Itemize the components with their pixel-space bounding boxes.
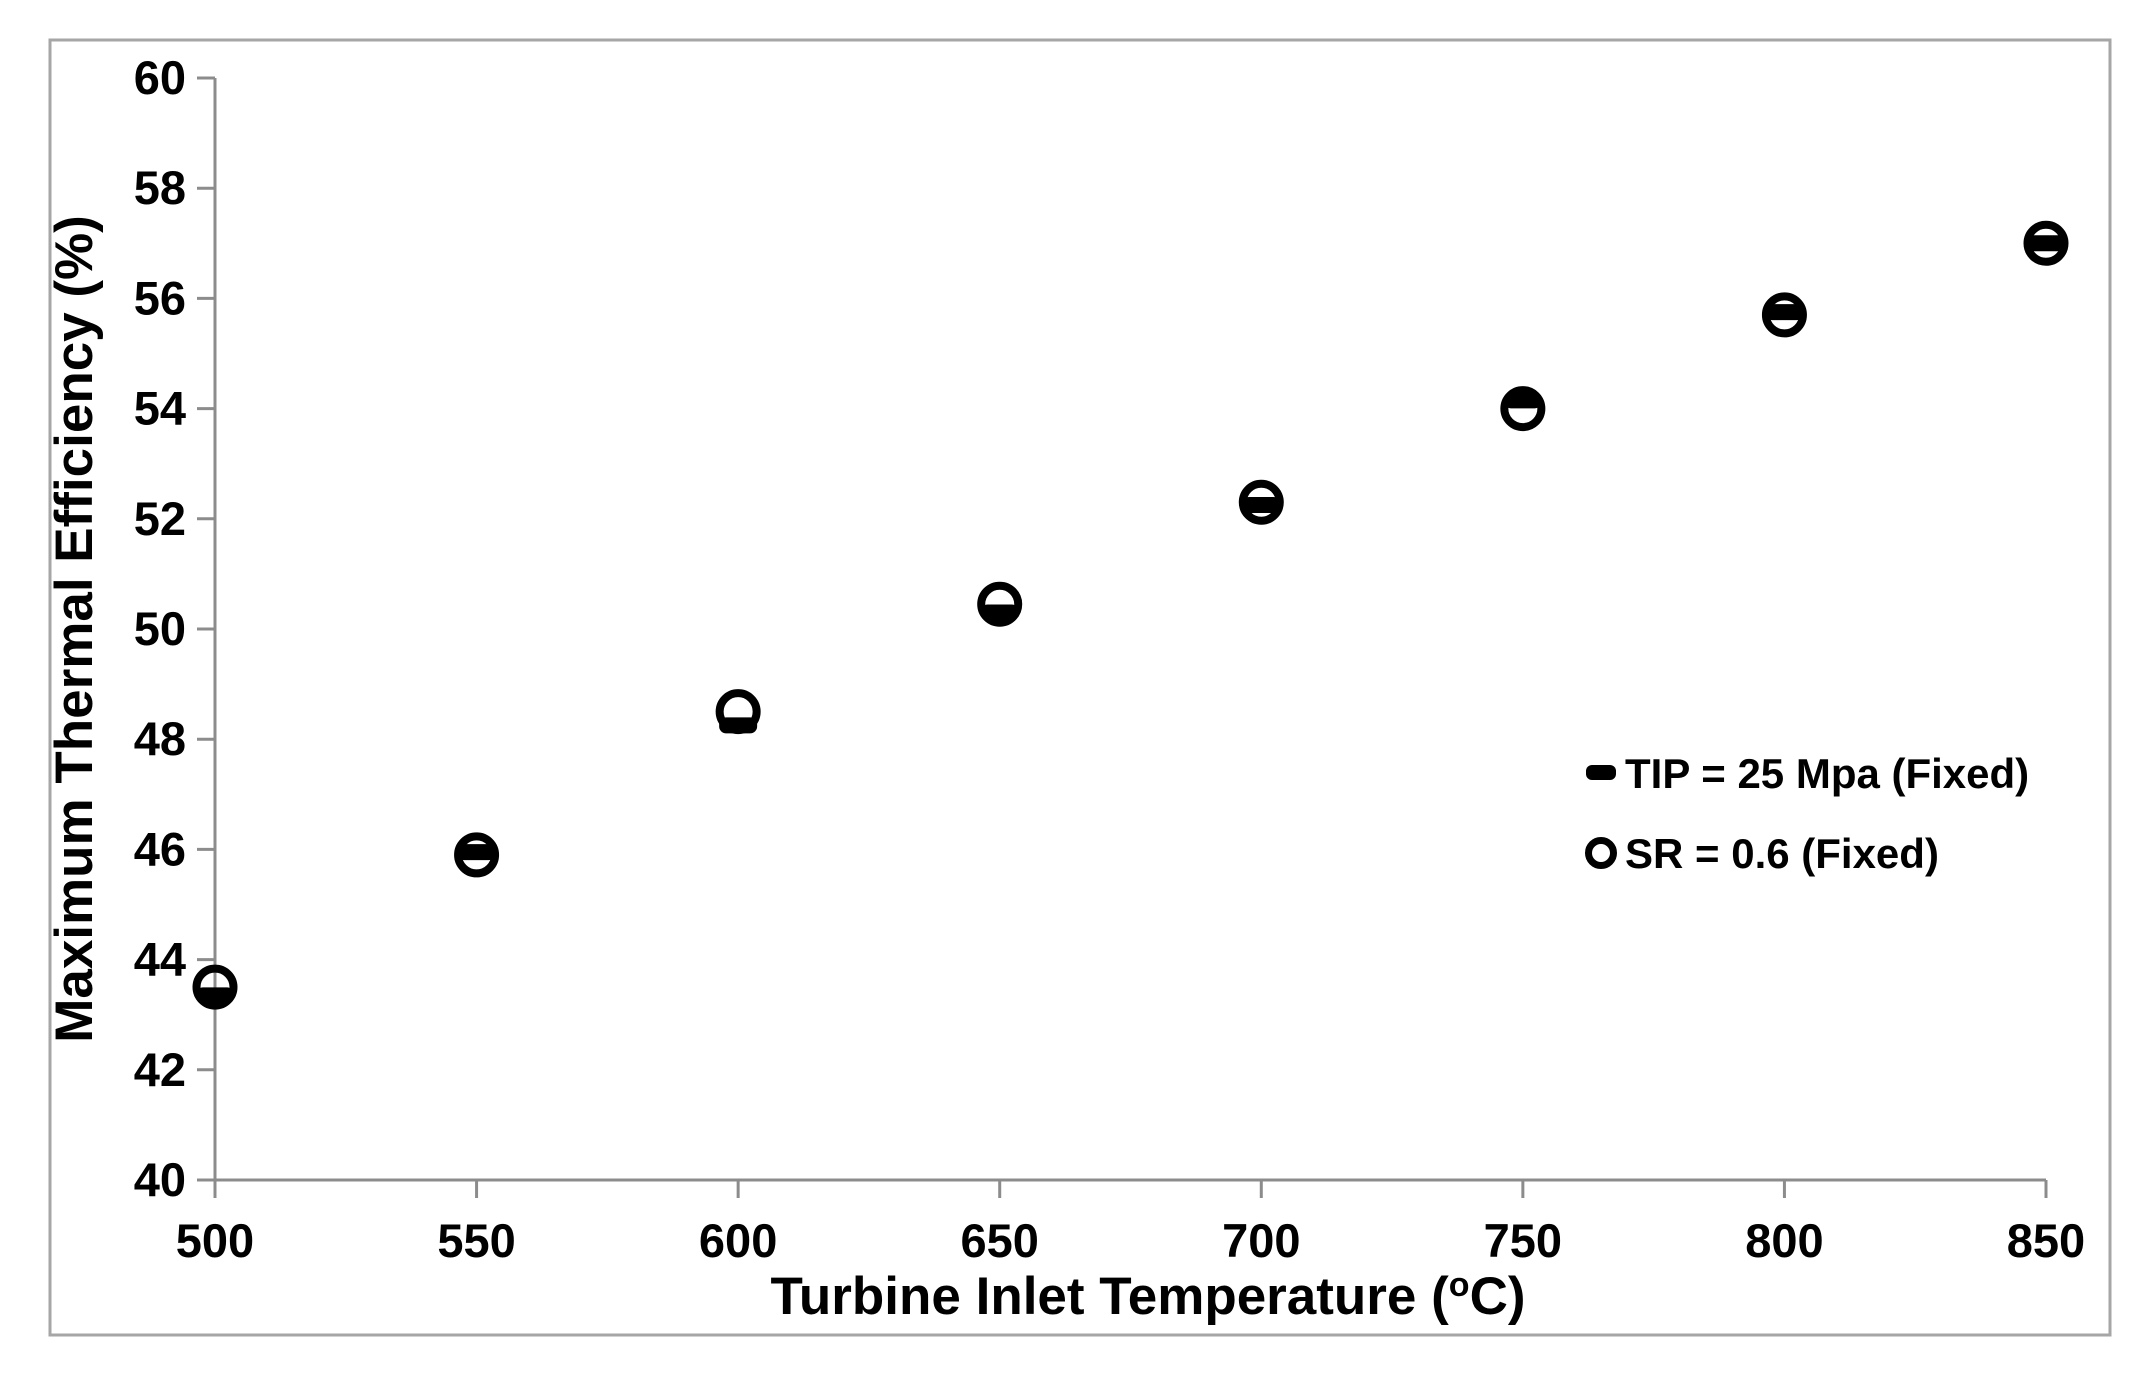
y-tick-label: 46 — [134, 822, 186, 875]
y-tick-label: 40 — [134, 1153, 186, 1206]
data-point-dash — [457, 844, 496, 861]
x-axis-title: Turbine Inlet Temperature (oC) — [770, 1266, 1525, 1326]
x-axis-title-base: Turbine Inlet Temperature ( — [770, 1267, 1449, 1326]
x-tick-label: 750 — [1484, 1214, 1562, 1267]
legend-label-tip: TIP = 25 Mpa (Fixed) — [1625, 750, 2029, 797]
x-axis-ticks: 500 550 600 650 700 750 800 850 — [176, 1180, 2085, 1267]
y-tick-label: 48 — [134, 712, 186, 765]
data-point-circle — [715, 689, 761, 735]
y-axis-ticks: 40 42 44 46 48 50 52 54 56 58 60 — [134, 51, 215, 1206]
y-tick-label: 54 — [134, 382, 186, 435]
y-tick-label: 50 — [134, 602, 186, 655]
legend-item-tip: TIP = 25 Mpa (Fixed) — [1586, 750, 2029, 797]
y-tick-label: 60 — [134, 51, 186, 104]
dash-marker-icon — [1586, 765, 1616, 780]
y-axis-title: Maximum Thermal Efficiency (%) — [45, 215, 104, 1043]
data-point-dash — [1242, 497, 1281, 514]
x-tick-label: 800 — [1745, 1214, 1823, 1267]
data-point-circle — [2023, 220, 2069, 266]
x-tick-label: 650 — [961, 1214, 1039, 1267]
data-point-dash — [1765, 304, 1804, 321]
data-point-circle — [1761, 292, 1807, 338]
data-point-circle — [192, 964, 238, 1010]
x-tick-label: 550 — [437, 1214, 515, 1267]
legend-item-sr: SR = 0.6 (Fixed) — [1585, 830, 1939, 877]
data-point-circle — [977, 581, 1023, 627]
x-tick-label: 600 — [699, 1214, 777, 1267]
x-tick-label: 850 — [2007, 1214, 2085, 1267]
legend: TIP = 25 Mpa (Fixed) SR = 0.6 (Fixed) — [1585, 750, 2029, 877]
y-tick-label: 56 — [134, 271, 186, 324]
plot-area-points — [192, 220, 2069, 1010]
figure-border — [48, 38, 2112, 1337]
x-tick-label: 700 — [1222, 1214, 1300, 1267]
y-tick-label: 44 — [134, 933, 186, 986]
open-circle-marker-icon — [1585, 837, 1617, 869]
legend-label-sr: SR = 0.6 (Fixed) — [1625, 830, 1939, 877]
data-point-circle — [454, 832, 500, 878]
data-point-circle — [1500, 386, 1546, 432]
y-tick-label: 58 — [134, 161, 186, 214]
data-point-circle — [1238, 479, 1284, 525]
x-tick-label: 500 — [176, 1214, 254, 1267]
y-tick-label: 42 — [134, 1043, 186, 1096]
y-tick-label: 52 — [134, 492, 186, 545]
data-point-dash — [2027, 235, 2065, 252]
x-axis-title-end: C) — [1470, 1267, 1526, 1326]
x-axis-title-superscript: o — [1449, 1266, 1470, 1304]
